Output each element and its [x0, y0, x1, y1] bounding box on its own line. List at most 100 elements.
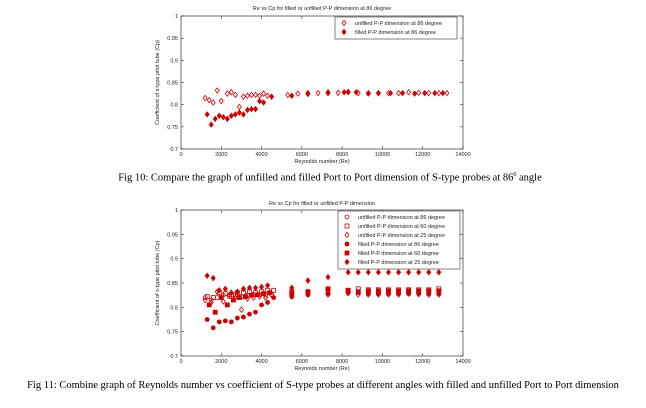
- series-marks: [202, 87, 450, 128]
- y-tick-label: 1: [175, 14, 178, 20]
- data-point: [406, 88, 412, 96]
- x-tick-label: 10000: [375, 152, 390, 158]
- data-point: [426, 89, 432, 97]
- data-point: [353, 88, 359, 96]
- data-point: [253, 284, 259, 292]
- legend: unfilled P-P dimension at 86 degree unfil…: [337, 210, 461, 270]
- data-point: [289, 294, 295, 300]
- x-tick-label: 6000: [296, 152, 308, 158]
- legend-box: [334, 16, 458, 40]
- legend-marker: [344, 241, 350, 247]
- data-point: [243, 294, 248, 300]
- y-tick-label: 0.7: [170, 354, 178, 360]
- x-tick-label: 0: [179, 359, 182, 365]
- data-point: [271, 287, 277, 293]
- chart-title: Re vs Cp for filled or unfilled P-P dime…: [253, 6, 391, 12]
- y-tick-label: 0.8: [170, 103, 178, 109]
- data-point: [214, 87, 220, 94]
- x-axis-label: Reynolds number (Re): [294, 159, 349, 165]
- y-tick-label: 0.85: [167, 81, 178, 87]
- data-point: [406, 269, 412, 276]
- data-point: [305, 277, 311, 284]
- data-point: [422, 89, 428, 97]
- data-point: [259, 283, 265, 291]
- data-point: [220, 298, 226, 305]
- data-point: [365, 288, 371, 294]
- data-point: [325, 273, 331, 281]
- data-point: [204, 111, 210, 118]
- data-point: [212, 115, 218, 123]
- data-point: [244, 106, 250, 114]
- data-point: [400, 89, 406, 97]
- data-point: [385, 269, 391, 276]
- data-point: [210, 325, 216, 331]
- data-point: [216, 319, 222, 325]
- legend-label: filled P-P dimension at 86 degree: [355, 30, 436, 36]
- figure-caption-11: Fig 11: Combine graph of Reynolds number…: [27, 380, 619, 391]
- data-point: [259, 302, 264, 308]
- data-point: [345, 287, 351, 293]
- data-point: [325, 89, 331, 97]
- data-point: [289, 284, 295, 292]
- data-point: [220, 113, 226, 121]
- data-point: [202, 296, 208, 304]
- data-point: [375, 269, 381, 276]
- legend: unfilled P-P dimension at 86 degree fille…: [334, 16, 458, 40]
- y-axis-label: Coefficient of s-type pitot tube (Cp): [155, 40, 161, 125]
- x-tick-label: 6000: [296, 359, 308, 365]
- data-point: [416, 288, 422, 294]
- data-point: [426, 269, 432, 276]
- figure-caption-10: Fig 10: Compare the graph of unfilled an…: [60, 169, 600, 185]
- data-point: [265, 282, 271, 289]
- data-point: [216, 112, 222, 120]
- data-point: [432, 89, 438, 97]
- y-tick-label: 0.9: [170, 257, 178, 263]
- data-point: [436, 89, 442, 97]
- data-point: [214, 295, 220, 301]
- data-point: [232, 91, 238, 99]
- data-point: [345, 269, 351, 276]
- data-point: [261, 99, 267, 106]
- y-tick-label: 0.85: [167, 281, 178, 287]
- legend-label: filled P-P dimension at 60 degree: [358, 251, 439, 257]
- data-point: [237, 295, 242, 301]
- data-point: [265, 300, 271, 305]
- x-tick-label: 8000: [336, 152, 348, 158]
- data-point: [365, 269, 371, 276]
- data-point: [204, 272, 210, 279]
- y-tick-label: 0.7: [170, 147, 178, 153]
- data-point: [208, 121, 214, 128]
- data-point: [240, 111, 246, 118]
- data-point: [206, 302, 212, 308]
- data-point: [253, 105, 259, 113]
- data-point: [341, 88, 347, 96]
- data-point: [257, 97, 263, 105]
- y-tick-label: 0.95: [167, 232, 178, 238]
- data-point: [204, 317, 210, 322]
- data-point: [202, 94, 208, 102]
- data-point: [244, 92, 250, 100]
- data-point: [234, 288, 240, 296]
- data-point: [248, 105, 255, 113]
- data-point: [295, 90, 301, 97]
- legend-marker: [344, 214, 350, 220]
- data-point: [257, 92, 263, 100]
- legend-box: [337, 210, 461, 270]
- x-axis-label: Reynolds number (Re): [294, 366, 349, 372]
- data-point: [396, 269, 402, 276]
- data-point: [228, 88, 234, 96]
- legend-label: unfilled P-P dimension at 25 degree: [358, 233, 445, 239]
- y-tick-label: 1: [175, 208, 178, 214]
- legend-label: filled P-P dimension at 86 degree: [358, 242, 439, 248]
- data-point: [386, 288, 391, 294]
- data-point: [218, 295, 224, 301]
- data-point: [248, 91, 255, 99]
- x-tick-label: 10000: [375, 359, 390, 365]
- data-point: [305, 289, 311, 295]
- legend-marker: [344, 258, 350, 266]
- x-tick-label: 12000: [415, 152, 430, 158]
- legend-marker: [344, 231, 350, 239]
- data-point: [253, 309, 258, 315]
- x-tick-label: 14000: [455, 152, 470, 158]
